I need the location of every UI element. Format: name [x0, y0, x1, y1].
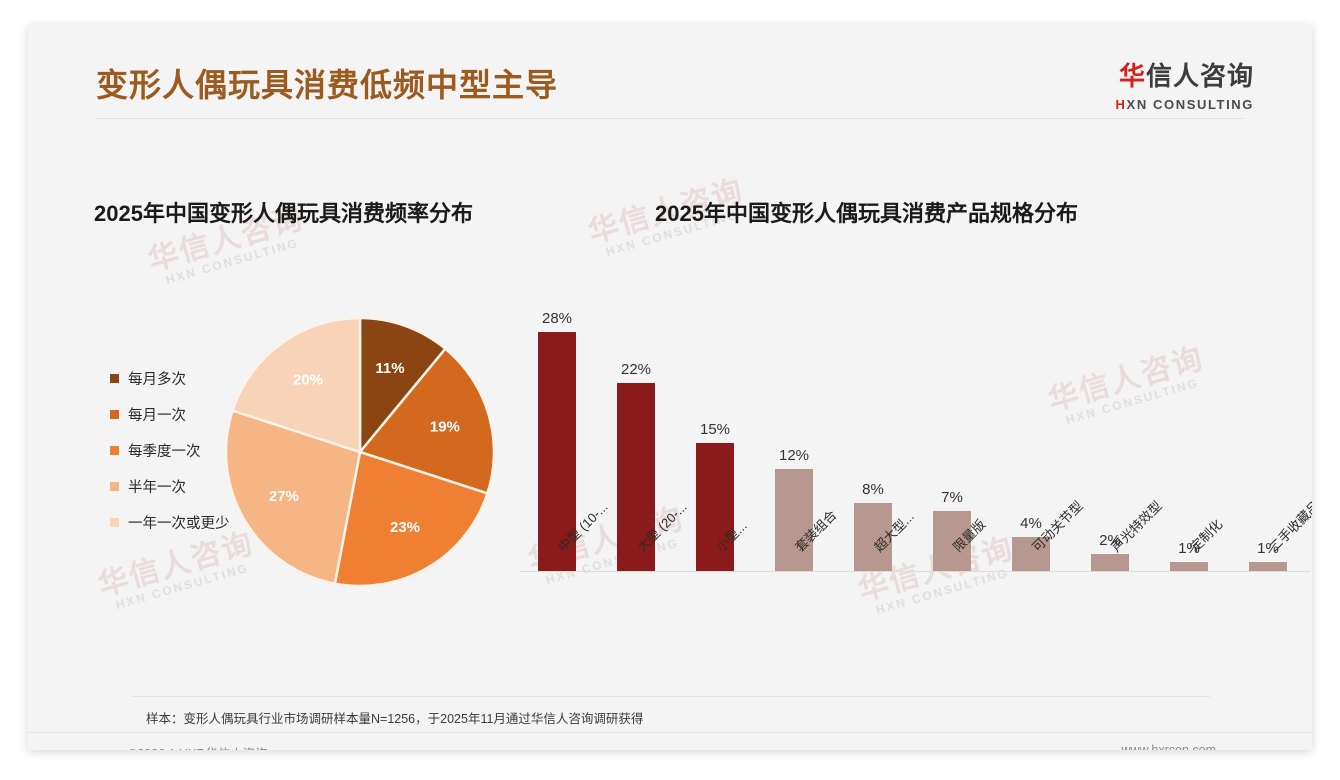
bar-column[interactable]: 2% — [1091, 528, 1129, 571]
bar-value-label: 1% — [1178, 540, 1200, 558]
bar-chart-title: 2025年中国变形人偶玩具消费产品规格分布 — [655, 201, 1078, 226]
legend-label: 一年一次或更少 — [128, 515, 230, 532]
bar-rect[interactable] — [1170, 562, 1208, 571]
header-divider — [96, 118, 1244, 119]
watermark-en: HXN CONSULTING — [164, 235, 301, 287]
logo-en-first-char: H — [1115, 97, 1127, 112]
bar-value-label: 4% — [1020, 514, 1042, 532]
pie-slice-value: 23% — [390, 519, 420, 536]
pie-slice-value: 20% — [293, 371, 323, 388]
bar-value-label: 2% — [1099, 531, 1121, 549]
bar-rect[interactable] — [538, 332, 576, 571]
legend-swatch — [110, 409, 119, 419]
legend-item[interactable]: 每月一次 — [110, 396, 230, 432]
footnote-divider — [132, 696, 1210, 697]
bar-column[interactable]: 4% — [1012, 511, 1050, 571]
bar-chart-baseline — [520, 571, 1310, 572]
bar-rect[interactable] — [933, 511, 971, 571]
legend-swatch — [110, 445, 119, 455]
bar-value-label: 8% — [862, 480, 884, 498]
logo-cn-rest: 信人咨询 — [1145, 61, 1254, 91]
source-footnote: 样本：变形人偶玩具行业市场调研样本量N=1256，于2025年11月通过华信人咨… — [146, 712, 644, 726]
legend-label: 每月一次 — [128, 407, 186, 424]
bar-value-label: 7% — [941, 489, 963, 507]
bar-value-label: 15% — [699, 421, 731, 438]
legend-item[interactable]: 半年一次 — [110, 468, 230, 504]
pie-slice-value: 11% — [375, 360, 404, 377]
slide-header: 变形人偶玩具消费低频中型主导 华信人咨询 HXN CONSULTING — [28, 24, 1312, 119]
website-link[interactable]: www.hxrcon.com — [1121, 743, 1216, 750]
legend-label: 半年一次 — [128, 479, 186, 496]
legend-swatch — [110, 481, 119, 491]
pie-slice[interactable] — [358, 316, 448, 456]
bar-rect[interactable] — [1091, 553, 1129, 571]
legend-item[interactable]: 每月多次 — [110, 360, 230, 396]
pie-slice[interactable] — [333, 450, 490, 588]
bar-column[interactable]: 7% — [933, 485, 971, 571]
bar-category-label: 二手收藏品 — [1266, 498, 1312, 555]
bar-rect[interactable] — [617, 383, 655, 571]
pie-chart-title: 2025年中国变形人偶玩具消费频率分布 — [94, 201, 473, 226]
legend-label: 每季度一次 — [128, 443, 201, 460]
bar-column[interactable]: 8% — [854, 477, 892, 571]
pie-slice-value: 27% — [269, 488, 299, 505]
bar-column[interactable]: 12% — [775, 443, 813, 571]
bar-column[interactable]: 1% — [1249, 536, 1287, 571]
bar-value-label: 22% — [620, 361, 652, 379]
logo-en-rest: XN CONSULTING — [1126, 97, 1254, 112]
legend-label: 每月多次 — [128, 371, 186, 388]
pie-chart: 11% 19% 23% 27% 20% — [224, 316, 496, 588]
legend-swatch — [110, 373, 119, 383]
page-title: 变形人偶玩具消费低频中型主导 — [96, 67, 559, 103]
pie-slice-value: 19% — [430, 418, 460, 435]
legend-swatch — [110, 517, 119, 527]
bar-chart: 28% 中型 (10-... 22% 大型 (20-... 15% 小型... 12% 套装组… — [520, 272, 1312, 572]
logo-cn-first-char: 华 — [1118, 61, 1146, 91]
pie-slice[interactable] — [224, 409, 362, 586]
pie-chart-legend: 每月多次每月一次每季度一次半年一次一年一次或更少 — [110, 360, 230, 540]
bar-column[interactable]: 15% — [696, 417, 734, 571]
copyright-text: ©2026.1 HXR华信人咨询 — [128, 743, 268, 750]
bar-column[interactable]: 22% — [617, 357, 655, 571]
bar-rect[interactable] — [775, 468, 813, 571]
bar-rect[interactable] — [1249, 562, 1287, 571]
bar-column[interactable]: 1% — [1170, 536, 1208, 571]
bar-rect[interactable] — [854, 502, 892, 571]
company-logo: 华信人咨询 HXN CONSULTING — [1116, 56, 1254, 112]
pie-slice[interactable] — [357, 346, 496, 495]
legend-item[interactable]: 一年一次或更少 — [110, 504, 230, 540]
bar-value-label: 28% — [541, 310, 573, 328]
legend-item[interactable]: 每季度一次 — [110, 432, 230, 468]
bar-value-label: 1% — [1257, 540, 1279, 558]
slide-canvas: 华信人咨询 HXN CONSULTING 华信人咨询 HXN CONSULTIN… — [28, 24, 1312, 750]
logo-chinese-name: 华信人咨询 — [1116, 56, 1254, 93]
footer-divider — [28, 732, 1312, 733]
bar-value-label: 12% — [778, 446, 810, 464]
bar-rect[interactable] — [1012, 536, 1050, 571]
bar-category-label: 声光特效型 — [1108, 498, 1165, 555]
pie-slice[interactable] — [230, 316, 362, 454]
logo-english-name: HXN CONSULTING — [1116, 97, 1254, 112]
bar-rect[interactable] — [696, 443, 734, 571]
bar-column[interactable]: 28% — [538, 306, 576, 571]
